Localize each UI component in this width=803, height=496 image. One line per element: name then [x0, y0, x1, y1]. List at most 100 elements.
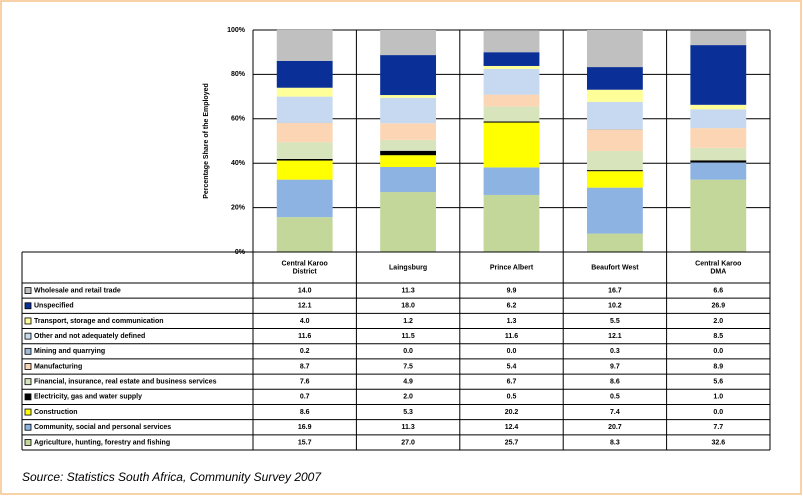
legend-swatch [24, 378, 32, 386]
table-value: 8.9 [713, 363, 723, 370]
table-value: 7.4 [610, 409, 620, 416]
bar-segment [690, 128, 747, 148]
table-value: 8.7 [300, 363, 310, 370]
bar-segment [380, 97, 437, 124]
bar-segment [380, 192, 437, 252]
bar-segment [483, 122, 540, 168]
legend-swatch [24, 347, 32, 355]
bar-segment [690, 162, 747, 180]
table-value: 6.6 [713, 287, 723, 294]
legend-label: Construction [34, 409, 78, 416]
table-value: 25.7 [505, 439, 519, 446]
legend-swatch [24, 423, 32, 431]
bar-segment [586, 67, 643, 90]
bar-segment [380, 155, 437, 167]
table-value: 8.5 [713, 333, 723, 340]
table-value: 0.0 [713, 348, 723, 355]
column-header: Prince Albert [490, 264, 534, 271]
table-value: 8.6 [300, 409, 310, 416]
bar-segment [276, 217, 333, 252]
bar-segment [276, 160, 333, 180]
bar-segment [690, 147, 747, 161]
bar-segment [483, 94, 540, 107]
y-tick-label: 100% [227, 27, 246, 34]
bar-segment [380, 139, 437, 151]
table-value: 18.0 [401, 303, 415, 310]
table-value: 2.0 [713, 318, 723, 325]
legend-label: Unspecified [34, 303, 74, 310]
legend-swatch [24, 317, 32, 325]
table-value: 11.3 [401, 424, 414, 431]
column-header: Central Karoo District [282, 260, 328, 275]
table-value: 26.9 [711, 303, 725, 310]
table-value: 4.0 [300, 318, 310, 325]
bar-segment [276, 142, 333, 159]
y-tick-label: 20% [231, 204, 246, 211]
table-value: 1.0 [713, 394, 723, 401]
table-value: 2.0 [403, 394, 413, 401]
table-value: 5.5 [610, 318, 620, 325]
bar-segment [276, 179, 333, 218]
column-header: Beaufort West [591, 264, 639, 271]
table-value: 16.9 [298, 424, 312, 431]
table-value: 1.3 [507, 318, 517, 325]
table-value: 12.1 [298, 303, 312, 310]
bar-segment [276, 96, 333, 123]
legend-label: Mining and quarrying [34, 348, 105, 355]
table-value: 0.5 [507, 394, 517, 401]
table-value: 0.0 [403, 348, 413, 355]
bar-segment [483, 194, 540, 252]
bar-segment [380, 123, 437, 140]
table-value: 5.6 [713, 379, 723, 386]
table-value: 14.0 [298, 287, 312, 294]
legend-label: Other and not adequately defined [34, 333, 145, 340]
table-value: 7.5 [403, 363, 413, 370]
bar-segment [380, 150, 437, 156]
legend-swatch [24, 363, 32, 370]
legend-label: Agriculture, hunting, forestry and fishi… [34, 439, 170, 446]
table-value: 11.3 [401, 287, 414, 294]
table-value: 10.2 [608, 303, 622, 310]
table-value: 0.0 [713, 409, 723, 416]
bar-segment [276, 122, 333, 143]
bar-segment [276, 87, 333, 97]
bar-segment [690, 179, 747, 252]
legend-swatch [24, 393, 32, 401]
table-value: 32.6 [711, 439, 725, 446]
bar-segment [483, 121, 540, 123]
bar-segment [483, 106, 540, 122]
bar-segment [380, 30, 437, 56]
bar-segment [690, 109, 747, 129]
table-value: 11.5 [401, 333, 414, 340]
bar-segment [586, 187, 643, 234]
table-value: 16.7 [608, 287, 622, 294]
table-value: 9.7 [610, 363, 620, 370]
table-value: 11.6 [298, 333, 311, 340]
y-tick-label: 40% [231, 160, 246, 167]
legend-swatch [24, 408, 32, 416]
bar-segment [276, 29, 333, 61]
bar-segment [380, 95, 437, 98]
bar-segment [483, 68, 540, 95]
table-value: 4.9 [403, 379, 413, 386]
bar-segment [483, 167, 540, 195]
legend-label: Wholesale and retail trade [34, 287, 121, 294]
table-value: 15.7 [298, 439, 312, 446]
bar-segment [586, 129, 643, 151]
legend-label: Electricity, gas and water supply [34, 394, 142, 401]
bar-segment [586, 101, 643, 129]
table-value: 27.0 [401, 439, 415, 446]
table-value: 8.3 [610, 439, 620, 446]
legend-swatch [24, 332, 32, 340]
table-value: 6.2 [507, 303, 517, 310]
source: Source: Statistics South Africa, Communi… [22, 470, 322, 484]
bar-segment [276, 158, 333, 161]
bar-segment [690, 160, 747, 163]
bar-segment [586, 150, 643, 171]
y-axis-label: Percentage Share of the Employed [203, 83, 210, 199]
table-value: 1.2 [403, 318, 413, 325]
table-value: 6.7 [507, 379, 517, 386]
table-value: 0.3 [610, 348, 620, 355]
table-value: 9.9 [507, 287, 517, 294]
y-tick-label: 80% [231, 71, 246, 78]
